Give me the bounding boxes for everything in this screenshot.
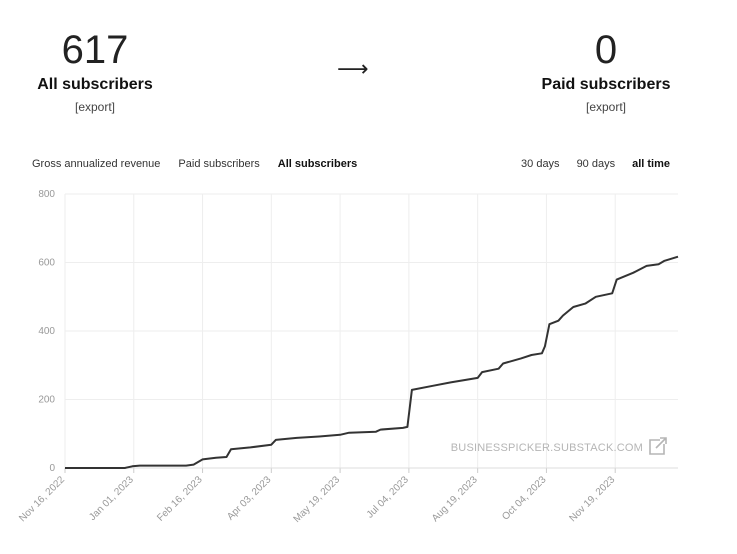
y-tick-label: 200 xyxy=(38,395,55,406)
y-tick-label: 800 xyxy=(38,189,55,200)
tab-90-days[interactable]: 90 days xyxy=(576,158,616,170)
x-tick-label: Feb 16, 2023 xyxy=(155,474,205,524)
subscribers-chart: 0 200 400 600 800 Nov 16, 2022 Jan 01, 2023 Feb… xyxy=(17,189,679,525)
range-tabs: 30 days 90 days all time xyxy=(521,158,670,170)
all-subscribers-stat: 617 All subscribers [export] xyxy=(20,28,170,114)
x-tick-label: May 19, 2023 xyxy=(292,474,343,525)
export-paid-subscribers-link[interactable]: [export] xyxy=(585,100,627,114)
x-tick-label: Nov 19, 2023 xyxy=(567,474,617,524)
tab-paid-subscribers[interactable]: Paid subscribers xyxy=(178,158,260,170)
x-tick-label: Jul 04, 2023 xyxy=(365,474,412,521)
paid-subscribers-label: Paid subscribers xyxy=(541,76,671,93)
tab-all-subscribers[interactable]: All subscribers xyxy=(277,158,358,170)
y-tick-label: 400 xyxy=(38,326,55,337)
external-link-icon-box xyxy=(649,439,665,455)
x-tick-label: Aug 19, 2023 xyxy=(430,474,480,524)
tab-all-time[interactable]: all time xyxy=(632,158,670,170)
external-link-icon-arrow xyxy=(655,437,667,449)
paid-subscribers-count: 0 xyxy=(594,28,618,72)
y-tick-label: 600 xyxy=(38,258,55,269)
x-tick-label: Apr 03, 2023 xyxy=(225,474,274,523)
y-tick-label: 0 xyxy=(49,463,55,474)
all-subscribers-count: 617 xyxy=(61,28,129,72)
tab-30-days[interactable]: 30 days xyxy=(521,158,560,170)
x-tick-label: Jan 01, 2023 xyxy=(87,474,136,523)
series-line xyxy=(65,255,679,469)
all-subscribers-label: All subscribers xyxy=(37,76,153,93)
arrow-icon: ⟶ xyxy=(337,56,369,81)
external-link-icon xyxy=(649,437,667,455)
tab-gross-annualized-revenue[interactable]: Gross annualized revenue xyxy=(32,158,161,170)
paid-subscribers-stat: 0 Paid subscribers [export] xyxy=(531,28,681,114)
x-tick-label: Nov 16, 2022 xyxy=(17,474,67,524)
watermark-text: BUSINESSPICKER.SUBSTACK.COM xyxy=(451,442,643,454)
export-all-subscribers-link[interactable]: [export] xyxy=(74,100,116,114)
metric-tabs: Gross annualized revenue Paid subscriber… xyxy=(32,158,357,170)
x-tick-label: Oct 04, 2023 xyxy=(500,474,549,523)
